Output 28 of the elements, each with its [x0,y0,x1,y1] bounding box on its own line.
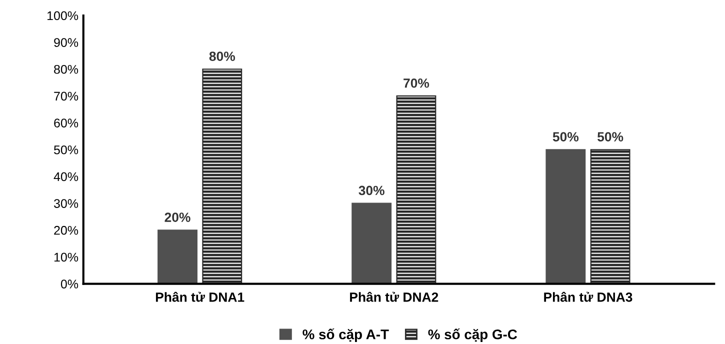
bar [352,202,392,284]
y-tick-label: 50% [54,145,78,154]
x-tick-label: Phân tử DNA2 [350,292,438,302]
data-label: 20% [164,212,190,222]
bar [546,149,586,284]
y-tick-label: 10% [54,252,78,262]
y-tick-label: 60% [54,118,78,128]
legend-label: % số cặp A-T [302,328,389,342]
y-tick-label: 0% [60,280,78,288]
data-label: 50% [552,132,579,142]
bar [202,68,242,284]
data-label: 80% [209,52,235,61]
bar [396,95,436,284]
x-tick-label: Phân tử DNA3 [544,292,632,302]
y-tick-label: 20% [54,226,78,235]
y-tick-label: 90% [54,38,78,47]
data-label: 30% [358,186,384,196]
y-tick-label: 40% [54,172,78,182]
legend-label: % số cặp G-C [428,328,518,342]
y-tick-label: 100% [48,11,78,20]
bar [158,230,198,284]
y-tick-label: 30% [54,199,78,208]
y-tick-label: 70% [54,92,78,101]
data-label: 70% [404,78,430,88]
x-tick-label: Phân tử DNA1 [156,292,244,302]
bar [590,149,630,284]
y-tick-label: 80% [54,64,78,74]
data-label: 50% [597,132,624,142]
